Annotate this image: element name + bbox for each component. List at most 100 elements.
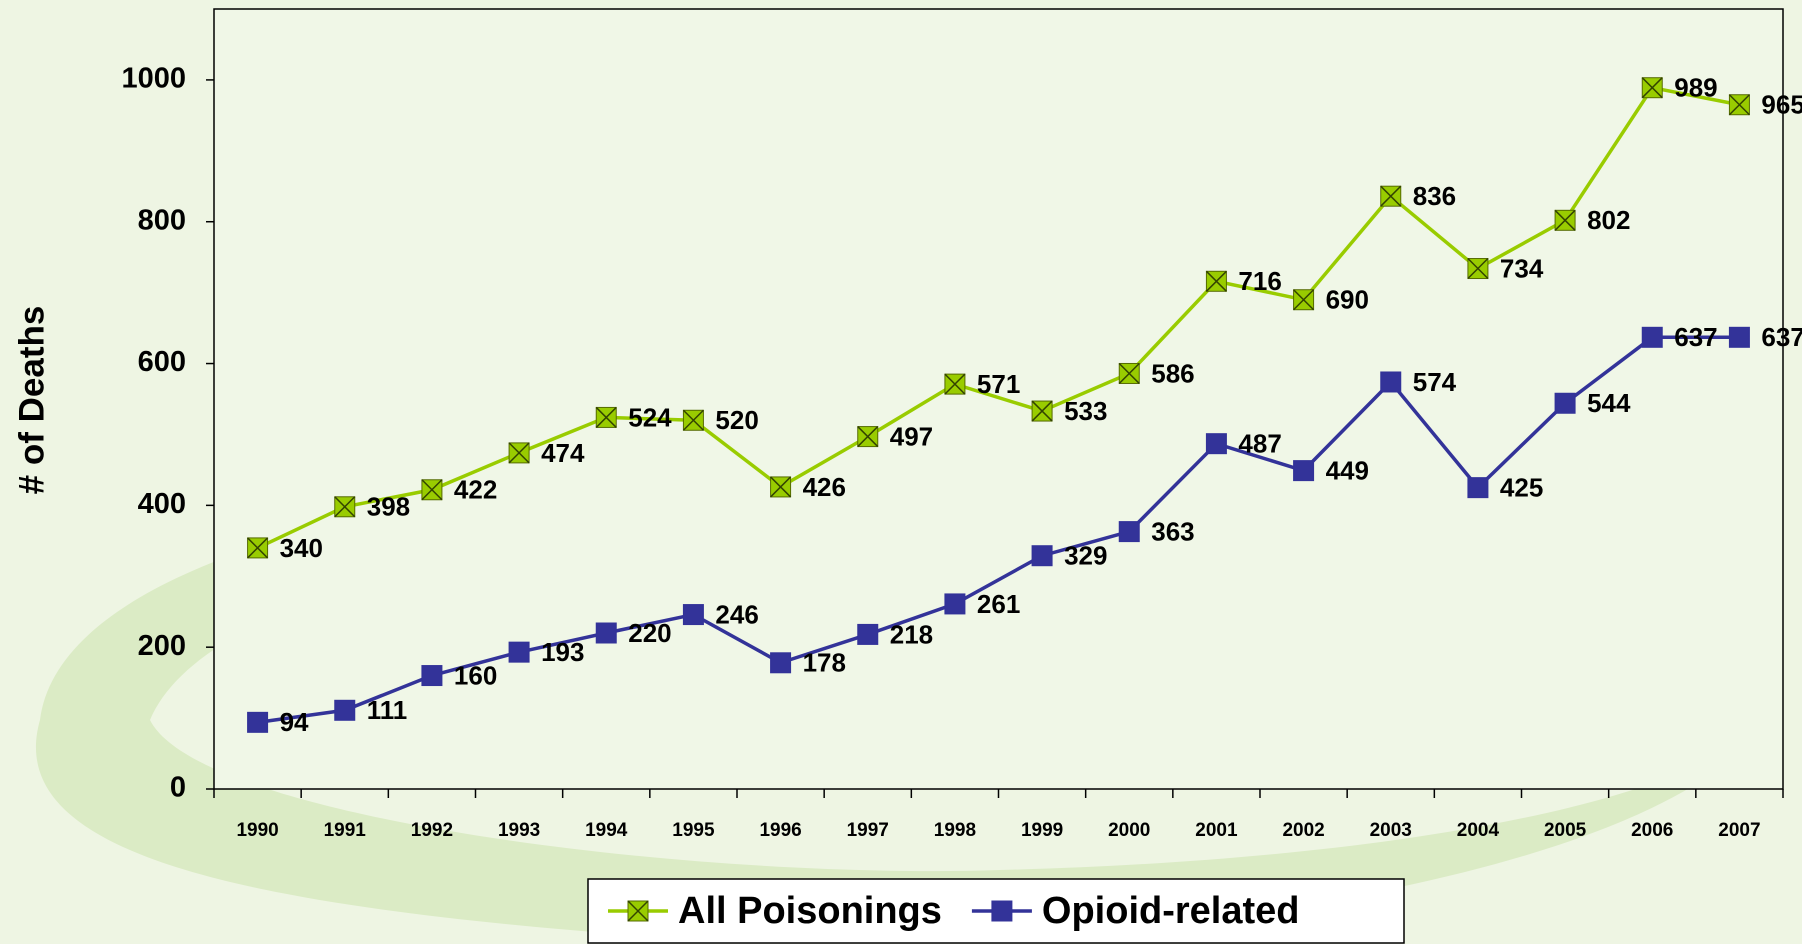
point-square xyxy=(1468,478,1488,498)
point xyxy=(422,666,442,686)
data-label: 193 xyxy=(541,637,584,667)
point xyxy=(771,477,791,497)
point-square xyxy=(1294,461,1314,481)
x-tick-label: 1992 xyxy=(411,820,453,841)
point-square xyxy=(248,712,268,732)
data-label: 160 xyxy=(454,660,497,690)
point xyxy=(509,443,529,463)
point xyxy=(858,427,878,447)
x-tick-label: 2002 xyxy=(1282,820,1324,841)
x-tick-label: 1993 xyxy=(498,820,540,841)
data-label: 425 xyxy=(1500,473,1543,503)
data-label: 261 xyxy=(977,589,1020,619)
x-tick-label: 2007 xyxy=(1718,820,1760,841)
point-square xyxy=(1119,522,1139,542)
point-square xyxy=(335,700,355,720)
x-tick-label: 2006 xyxy=(1631,820,1673,841)
data-label: 802 xyxy=(1587,205,1630,235)
point xyxy=(1032,546,1052,566)
x-tick-label: 2005 xyxy=(1544,820,1587,841)
point xyxy=(1729,95,1749,115)
point xyxy=(683,605,703,625)
x-tick-label: 1997 xyxy=(847,820,889,841)
x-tick-label: 1994 xyxy=(585,820,628,841)
legend-label: All Poisonings xyxy=(678,890,942,932)
point xyxy=(1206,271,1226,291)
point xyxy=(1294,290,1314,310)
data-label: 716 xyxy=(1238,266,1281,296)
point xyxy=(1206,434,1226,454)
y-axis-label: # of Deaths xyxy=(12,306,51,495)
point xyxy=(1642,327,1662,347)
point xyxy=(335,700,355,720)
point xyxy=(1468,478,1488,498)
data-label: 218 xyxy=(890,619,933,649)
data-label: 178 xyxy=(803,648,846,678)
point-square xyxy=(1206,434,1226,454)
point xyxy=(1642,78,1662,98)
data-label: 520 xyxy=(715,405,758,435)
point-square xyxy=(1729,327,1749,347)
x-tick-label: 1999 xyxy=(1021,820,1063,841)
data-label: 363 xyxy=(1151,516,1194,546)
data-label: 574 xyxy=(1413,367,1457,397)
x-tick-label: 2003 xyxy=(1370,820,1412,841)
point xyxy=(1381,372,1401,392)
data-label: 690 xyxy=(1326,285,1369,315)
point xyxy=(1294,461,1314,481)
y-tick-label: 200 xyxy=(138,630,186,662)
point xyxy=(1032,401,1052,421)
data-label: 734 xyxy=(1500,253,1544,283)
x-tick-label: 2001 xyxy=(1195,820,1238,841)
point xyxy=(1555,393,1575,413)
point xyxy=(596,623,616,643)
x-tick-label: 2004 xyxy=(1457,820,1500,841)
point-square xyxy=(771,653,791,673)
point xyxy=(1555,210,1575,230)
point-square xyxy=(509,642,529,662)
point xyxy=(945,374,965,394)
data-label: 422 xyxy=(454,475,497,505)
data-label: 340 xyxy=(280,533,323,563)
data-label: 571 xyxy=(977,369,1020,399)
data-label: 246 xyxy=(715,599,758,629)
point xyxy=(771,653,791,673)
legend: All Poisonings Opioid-related xyxy=(588,879,1404,943)
legend-marker xyxy=(628,901,648,921)
page: # of Deaths All Poisonings Opioid-related… xyxy=(0,0,1802,944)
data-label: 497 xyxy=(890,421,933,451)
data-label: 586 xyxy=(1151,358,1194,388)
point-square xyxy=(1555,393,1575,413)
data-label: 426 xyxy=(803,472,846,502)
point xyxy=(596,407,616,427)
point-square xyxy=(1642,327,1662,347)
point xyxy=(1468,259,1488,279)
data-label: 487 xyxy=(1238,429,1281,459)
point xyxy=(683,410,703,430)
point xyxy=(945,594,965,614)
x-tick-label: 1998 xyxy=(934,820,976,841)
data-label: 474 xyxy=(541,438,585,468)
y-tick-label: 600 xyxy=(138,346,186,378)
point xyxy=(1119,522,1139,542)
data-label: 533 xyxy=(1064,396,1107,426)
data-label: 836 xyxy=(1413,181,1456,211)
point xyxy=(1729,327,1749,347)
y-tick-label: 800 xyxy=(138,204,186,236)
point xyxy=(1381,186,1401,206)
data-label: 220 xyxy=(628,618,671,648)
point xyxy=(858,624,878,644)
data-label: 637 xyxy=(1761,322,1802,352)
data-label: 329 xyxy=(1064,541,1107,571)
x-tick-label: 1995 xyxy=(672,820,715,841)
point xyxy=(248,712,268,732)
legend-marker xyxy=(992,901,1012,921)
data-label: 398 xyxy=(367,492,410,522)
data-label: 965 xyxy=(1761,90,1802,120)
data-label: 524 xyxy=(628,402,672,432)
data-label: 94 xyxy=(280,707,309,737)
data-label: 449 xyxy=(1326,455,1369,485)
point-square xyxy=(422,666,442,686)
x-tick-label: 2000 xyxy=(1108,820,1150,841)
legend-label: Opioid-related xyxy=(1042,890,1300,932)
